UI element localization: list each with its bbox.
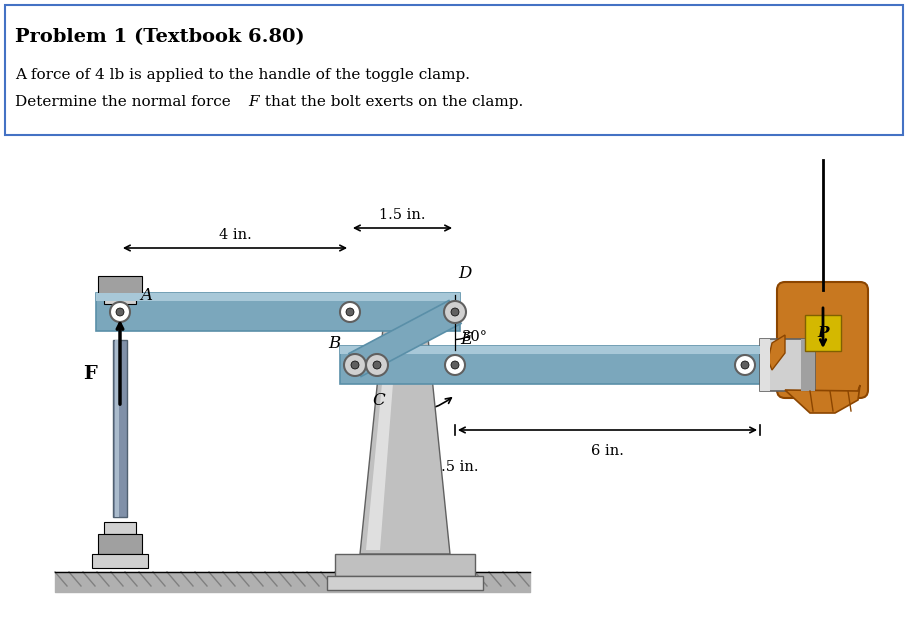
Text: Determine the normal force: Determine the normal force bbox=[15, 95, 235, 109]
Circle shape bbox=[445, 355, 465, 375]
Bar bbox=[115, 340, 119, 517]
Bar bbox=[96, 293, 460, 301]
Bar bbox=[92, 554, 148, 568]
Circle shape bbox=[351, 361, 359, 369]
Circle shape bbox=[451, 308, 459, 316]
Text: that the bolt exerts on the clamp.: that the bolt exerts on the clamp. bbox=[260, 95, 523, 109]
Bar bbox=[340, 346, 760, 354]
Circle shape bbox=[110, 302, 130, 322]
Text: A: A bbox=[140, 287, 152, 304]
Circle shape bbox=[116, 308, 124, 316]
Circle shape bbox=[351, 361, 359, 369]
Bar bbox=[760, 339, 815, 391]
Polygon shape bbox=[768, 335, 785, 370]
FancyBboxPatch shape bbox=[777, 282, 868, 398]
Polygon shape bbox=[360, 328, 450, 554]
Polygon shape bbox=[366, 332, 397, 550]
Bar bbox=[805, 315, 841, 351]
Circle shape bbox=[373, 361, 381, 369]
Text: F: F bbox=[248, 95, 259, 109]
Bar bbox=[340, 346, 760, 384]
Text: 4 in.: 4 in. bbox=[219, 228, 252, 242]
Text: A force of 4 lb is applied to the handle of the toggle clamp.: A force of 4 lb is applied to the handle… bbox=[15, 68, 470, 82]
Circle shape bbox=[735, 355, 755, 375]
Text: C: C bbox=[372, 392, 385, 409]
Bar bbox=[327, 576, 483, 590]
Polygon shape bbox=[785, 385, 860, 413]
Text: D: D bbox=[458, 265, 471, 282]
Text: Problem 1 (Textbook 6.80): Problem 1 (Textbook 6.80) bbox=[15, 28, 304, 46]
Bar bbox=[104, 294, 136, 304]
Bar bbox=[98, 534, 142, 554]
Text: B: B bbox=[328, 335, 340, 352]
Bar bbox=[5, 5, 903, 135]
Circle shape bbox=[451, 361, 459, 369]
Circle shape bbox=[451, 308, 459, 316]
Text: P: P bbox=[817, 326, 829, 340]
Bar bbox=[335, 554, 475, 576]
Bar bbox=[760, 339, 770, 391]
Circle shape bbox=[741, 361, 749, 369]
Circle shape bbox=[340, 302, 360, 322]
Circle shape bbox=[346, 308, 354, 316]
Bar bbox=[96, 293, 460, 331]
Polygon shape bbox=[349, 301, 461, 376]
Bar bbox=[801, 339, 815, 391]
Circle shape bbox=[345, 355, 365, 375]
Text: 30°: 30° bbox=[462, 330, 488, 344]
Circle shape bbox=[445, 302, 465, 322]
Circle shape bbox=[366, 354, 388, 376]
Text: 1.5 in.: 1.5 in. bbox=[431, 460, 479, 474]
Bar bbox=[113, 340, 127, 517]
Text: F: F bbox=[84, 365, 97, 383]
Bar bbox=[98, 276, 142, 294]
Text: 6 in.: 6 in. bbox=[590, 444, 624, 458]
Circle shape bbox=[444, 301, 466, 323]
Text: 1.5 in.: 1.5 in. bbox=[379, 208, 425, 222]
Text: E: E bbox=[460, 331, 472, 348]
Bar bbox=[104, 522, 136, 534]
Circle shape bbox=[344, 354, 366, 376]
